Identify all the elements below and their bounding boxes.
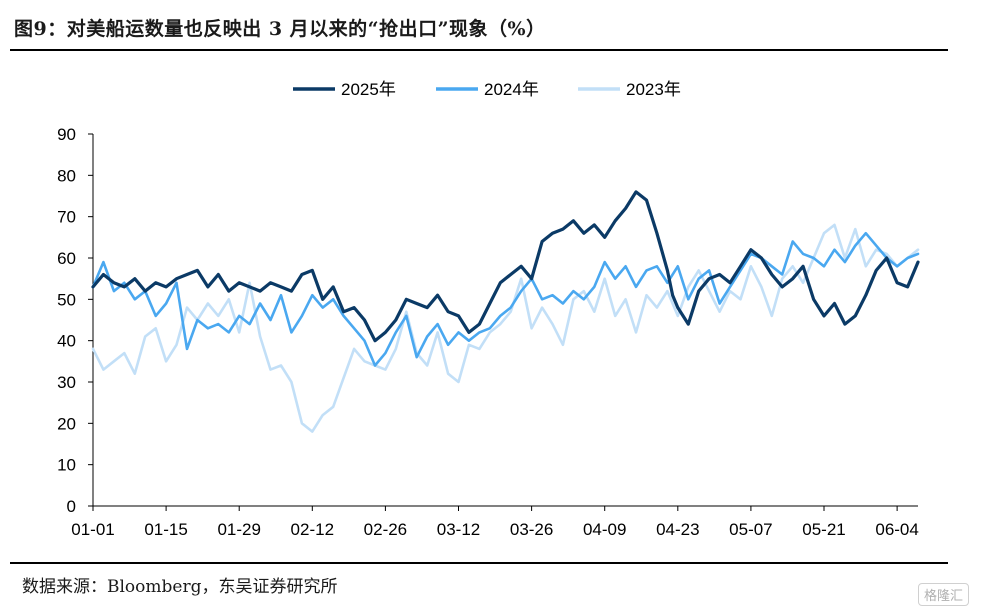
y-tick-label: 50 <box>57 290 76 309</box>
chart-lines <box>91 190 920 433</box>
y-tick-label: 60 <box>57 249 76 268</box>
top-rule <box>10 49 948 51</box>
y-tick-label: 40 <box>57 332 76 351</box>
x-tick-label: 05-07 <box>729 520 772 539</box>
series-line-2025年 <box>91 190 920 343</box>
x-tick-label: 01-01 <box>71 520 114 539</box>
x-tick-label: 05-21 <box>802 520 845 539</box>
source-note: 数据来源：Bloomberg，东吴证券研究所 <box>22 577 338 597</box>
bottom-rule <box>10 562 948 564</box>
x-tick-label: 01-29 <box>217 520 260 539</box>
y-tick-label: 30 <box>57 373 76 392</box>
legend-label: 2025年 <box>341 80 396 99</box>
y-tick-label: 20 <box>57 414 76 433</box>
x-tick-label: 04-09 <box>583 520 626 539</box>
series-line-2024年 <box>91 231 920 367</box>
y-tick-label: 80 <box>57 166 76 185</box>
series-line-2023年 <box>91 223 920 433</box>
y-tick-label: 70 <box>57 208 76 227</box>
chart-axes: 0 10 20 30 40 50 60 70 80 90 01-01 01-15 01-29 02-12 0… <box>57 125 919 539</box>
legend-label: 2023年 <box>626 80 681 99</box>
chart-title: 图9：对美船运数量也反映出 3 月以来的“抢出口”现象（%） <box>14 18 546 40</box>
watermark-logo: 格隆汇 <box>917 583 969 606</box>
x-tick-label: 02-12 <box>291 520 334 539</box>
y-tick-label: 10 <box>57 456 76 475</box>
x-tick-label: 04-23 <box>656 520 699 539</box>
x-tick-label: 01-15 <box>144 520 187 539</box>
legend-label: 2024年 <box>484 80 539 99</box>
x-tick-label: 03-26 <box>510 520 553 539</box>
y-tick-label: 0 <box>67 497 76 516</box>
y-tick-label: 90 <box>57 125 76 144</box>
x-tick-label: 02-26 <box>364 520 407 539</box>
chart-legend: 2025年 2024年 2023年 <box>293 80 681 99</box>
x-tick-label: 03-12 <box>437 520 480 539</box>
x-tick-label: 06-04 <box>875 520 918 539</box>
